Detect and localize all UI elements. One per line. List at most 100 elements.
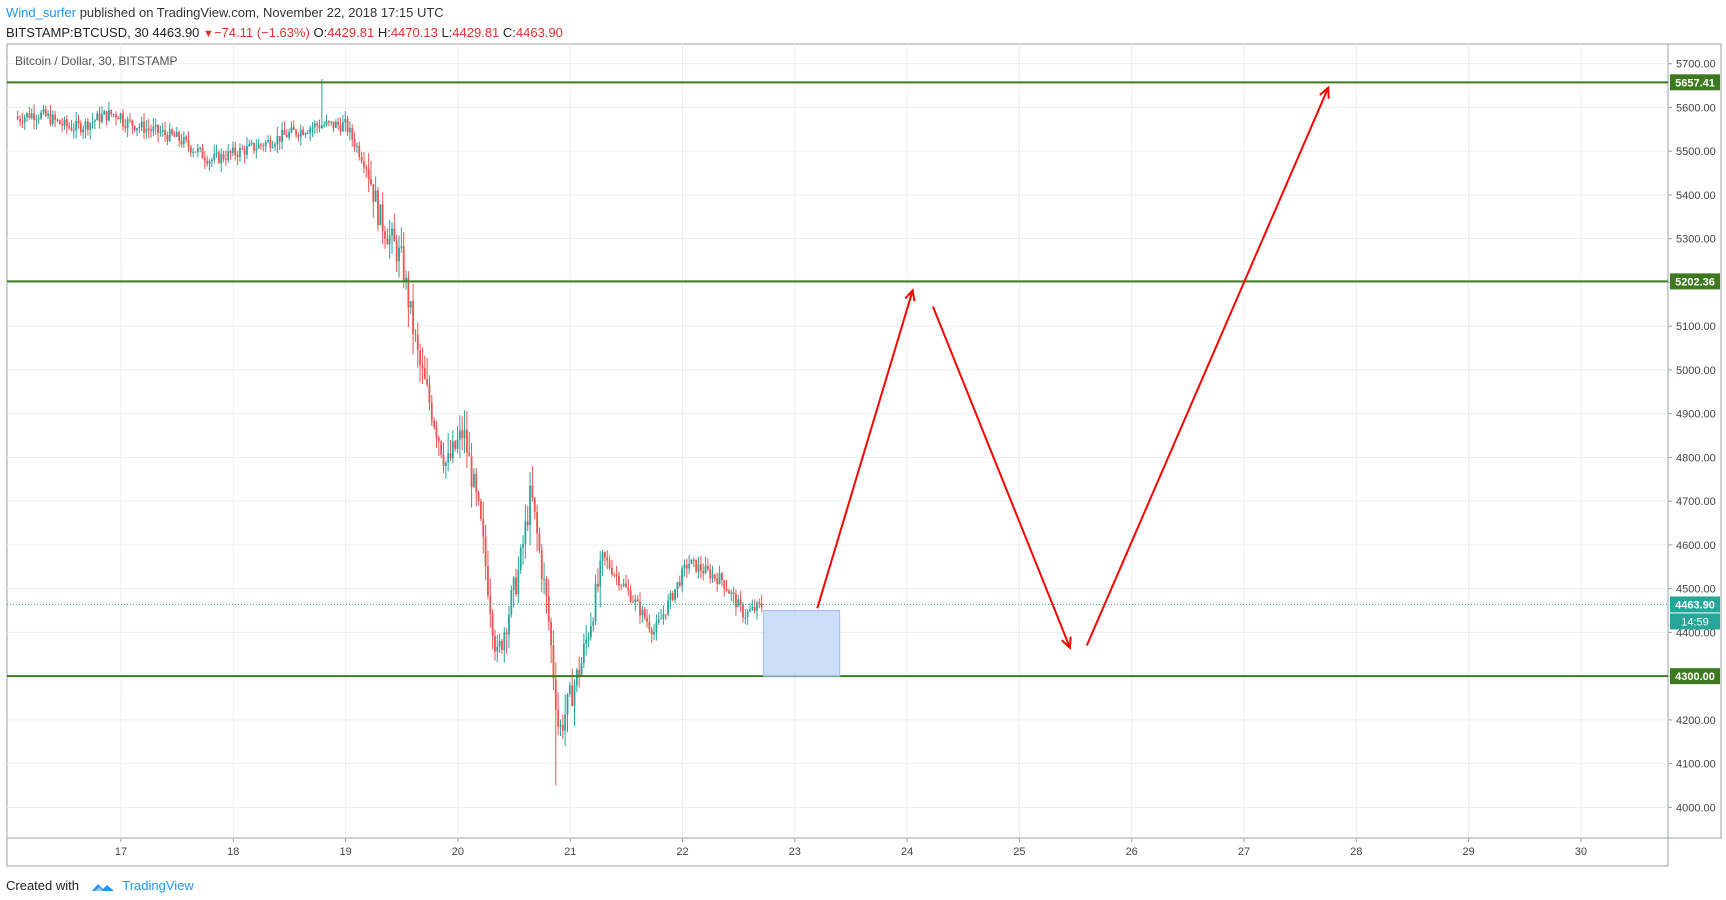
candle-body (575, 669, 578, 686)
candle-body (243, 149, 246, 155)
candle-body (587, 637, 590, 640)
candle-body (536, 511, 538, 534)
candle-body (395, 241, 398, 262)
candle-body (402, 246, 405, 282)
candle-body (456, 439, 459, 449)
open-label: O: (313, 25, 328, 40)
candle-body (16, 116, 19, 120)
candle-body (187, 139, 190, 147)
candle-body (381, 204, 384, 232)
author-link[interactable]: Wind_surfer (6, 5, 77, 20)
candle-body (695, 559, 698, 572)
candle-body (723, 580, 726, 589)
plot-frame (6, 43, 1669, 839)
candle-body (54, 114, 57, 120)
candle-body (89, 123, 92, 130)
candle-body (646, 617, 648, 622)
candle-body (145, 128, 148, 133)
candle-body (19, 119, 21, 122)
candle-body (189, 146, 192, 153)
tradingview-logo-icon[interactable] (91, 880, 115, 894)
x-tick-label: 26 (1126, 846, 1138, 858)
candle-body (426, 378, 429, 385)
candle-body (709, 569, 712, 579)
candle-body (742, 604, 744, 618)
candle-body (611, 567, 613, 575)
candle-body (75, 120, 78, 131)
y-tick-label: 4400.00 (1676, 627, 1716, 639)
candle-body (524, 521, 527, 545)
candle-body (365, 167, 368, 169)
candle-body (690, 559, 693, 564)
candle-body (449, 453, 452, 459)
candle-body (290, 127, 293, 133)
candle-body (370, 178, 372, 185)
candle-body (358, 145, 361, 157)
projection-arrow-line (1085, 87, 1330, 646)
candle-body (70, 127, 73, 131)
candle-body (643, 609, 646, 618)
candle-body (297, 134, 300, 137)
candle-body (351, 127, 354, 139)
y-tick-label: 4100.00 (1676, 759, 1716, 771)
price-chart[interactable]: 4000.00 4100.00 4200.00 4300.00 4400.00 4500.… (0, 0, 1726, 876)
y-tick-label: 5500.00 (1676, 146, 1716, 158)
candle-body (391, 228, 393, 236)
y-tick-label: 4600.00 (1676, 540, 1716, 552)
candle-body (257, 144, 260, 149)
candle-body (225, 159, 227, 161)
candle-body (77, 120, 80, 124)
candle-body (327, 121, 330, 123)
candle-body (393, 228, 396, 242)
candle-body (253, 142, 255, 151)
candle-body (86, 121, 89, 130)
candle-body (26, 113, 28, 118)
level-price-label: 5202.36 (1675, 276, 1715, 288)
candle-body (501, 641, 503, 650)
candle-body (84, 121, 87, 130)
candle-body (730, 592, 733, 594)
high-label: H: (377, 25, 391, 40)
candle-body (475, 473, 478, 493)
candle-body (683, 564, 686, 569)
last-price: 4463.90 (152, 25, 200, 40)
candle-body (285, 134, 288, 138)
candle-body (72, 130, 75, 132)
time-axis-frame (6, 837, 1669, 867)
candle-body (98, 113, 101, 123)
candle-body (63, 119, 66, 126)
candle-body (264, 142, 267, 147)
low-value: 4429.81 (452, 25, 500, 40)
candle-body (213, 153, 216, 160)
candle-body (309, 128, 312, 134)
candle-body (510, 590, 513, 615)
candle-body (599, 560, 602, 587)
candle-body (552, 645, 555, 679)
candle-body (625, 583, 627, 588)
candle-body (246, 146, 248, 155)
projection-box-layer[interactable] (762, 610, 841, 677)
candle-body (332, 121, 335, 128)
candle-body (23, 117, 26, 123)
candle-body (344, 118, 347, 123)
candle-body (440, 441, 443, 455)
candle-body (68, 126, 71, 128)
candle-body (159, 132, 162, 134)
candle-body (718, 573, 721, 584)
candle-body (180, 140, 183, 145)
projection-arrows[interactable] (816, 85, 1330, 650)
candle-body (147, 128, 150, 130)
candle-body (720, 573, 723, 581)
candle-body (222, 153, 225, 160)
candle-body (458, 430, 461, 440)
candle-body (304, 133, 307, 135)
tradingview-brand[interactable]: TradingView (122, 878, 194, 893)
candle-body (674, 589, 677, 600)
candle-body (37, 118, 40, 120)
candle-body (512, 577, 515, 591)
candle-body (571, 685, 574, 706)
candle-body (561, 724, 564, 731)
candle-body (346, 118, 349, 133)
candle-body (360, 156, 363, 162)
candle-body (349, 127, 351, 133)
